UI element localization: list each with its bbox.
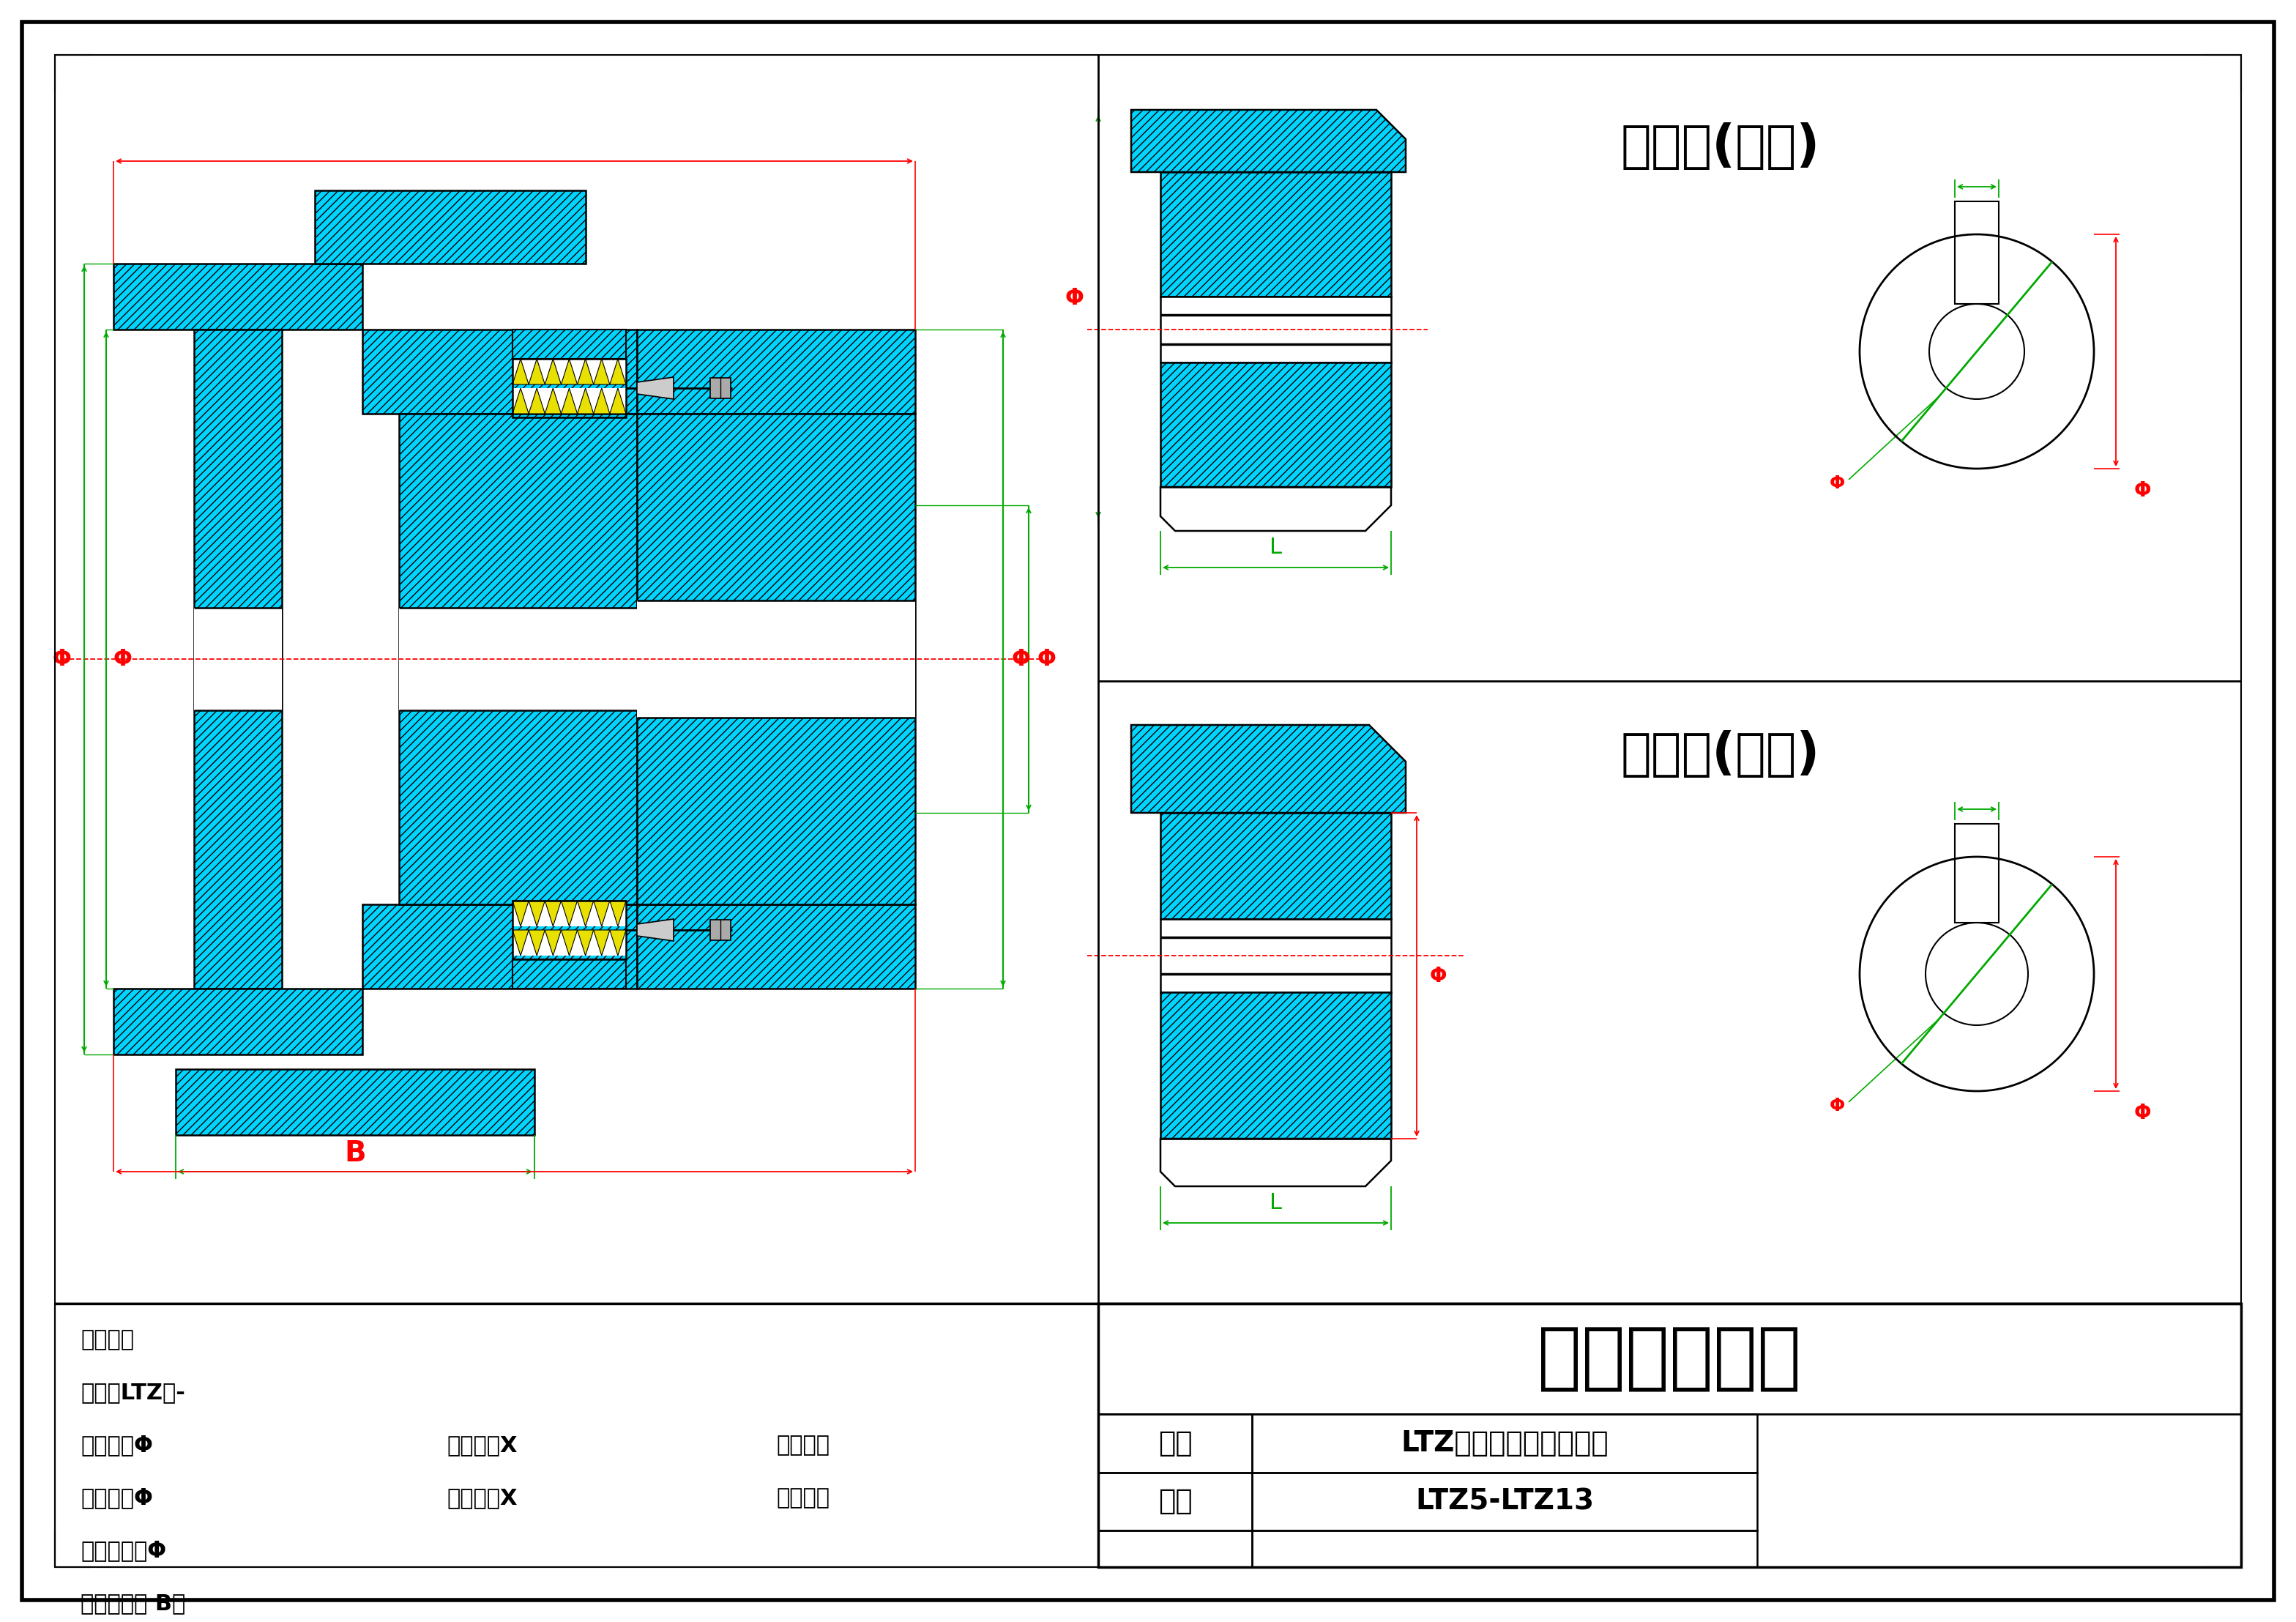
- Polygon shape: [636, 378, 673, 399]
- Polygon shape: [363, 905, 636, 988]
- Text: Φ: Φ: [2135, 480, 2151, 501]
- Polygon shape: [512, 900, 528, 926]
- Text: L: L: [1270, 1192, 1281, 1213]
- Polygon shape: [560, 388, 576, 414]
- Polygon shape: [636, 905, 916, 988]
- Polygon shape: [512, 358, 627, 384]
- Polygon shape: [512, 329, 627, 358]
- Polygon shape: [636, 920, 673, 941]
- Polygon shape: [512, 388, 627, 414]
- Polygon shape: [512, 388, 528, 414]
- Polygon shape: [1159, 297, 1391, 362]
- Text: Φ: Φ: [53, 649, 71, 670]
- Text: （孔长）: （孔长）: [776, 1434, 829, 1457]
- Polygon shape: [512, 959, 627, 988]
- Text: Φ: Φ: [1430, 965, 1446, 986]
- Polygon shape: [595, 388, 611, 414]
- Text: 从动端：Φ: 从动端：Φ: [80, 1487, 154, 1508]
- Text: Φ: Φ: [1038, 649, 1056, 670]
- Text: L: L: [1270, 537, 1281, 558]
- Text: （孔径）X: （孔径）X: [448, 1434, 517, 1457]
- Polygon shape: [636, 414, 916, 905]
- Polygon shape: [528, 929, 544, 955]
- Text: 泊头友谊机械: 泊头友谊机械: [1538, 1324, 1802, 1395]
- Polygon shape: [560, 358, 576, 384]
- Text: Φ: Φ: [1013, 649, 1031, 670]
- Text: 从动端(厚盘): 从动端(厚盘): [1621, 730, 1821, 779]
- Polygon shape: [544, 900, 560, 926]
- Polygon shape: [595, 929, 611, 955]
- Polygon shape: [177, 1069, 535, 1135]
- Text: 制动轮外径Φ: 制动轮外径Φ: [80, 1539, 165, 1562]
- Polygon shape: [113, 264, 363, 329]
- Polygon shape: [315, 190, 585, 264]
- Polygon shape: [113, 988, 363, 1054]
- Polygon shape: [195, 608, 282, 710]
- Text: 主动端：Φ: 主动端：Φ: [80, 1434, 154, 1457]
- Polygon shape: [709, 378, 730, 399]
- Polygon shape: [512, 358, 528, 384]
- Text: Φ: Φ: [2135, 1103, 2151, 1124]
- Text: 文字标注: 文字标注: [80, 1328, 133, 1351]
- Text: LTZ5-LTZ13: LTZ5-LTZ13: [1414, 1487, 1593, 1515]
- Polygon shape: [1132, 725, 1405, 813]
- Polygon shape: [363, 329, 636, 414]
- Polygon shape: [576, 358, 595, 384]
- Polygon shape: [512, 929, 528, 955]
- Polygon shape: [636, 600, 916, 717]
- Text: Φ: Φ: [1830, 1096, 1846, 1114]
- Polygon shape: [512, 929, 627, 955]
- Polygon shape: [560, 900, 576, 926]
- Polygon shape: [560, 929, 576, 955]
- Polygon shape: [400, 608, 636, 710]
- Polygon shape: [576, 900, 595, 926]
- Polygon shape: [1159, 993, 1391, 1139]
- Text: 名称: 名称: [1157, 1429, 1192, 1457]
- Text: Φ: Φ: [1830, 475, 1846, 491]
- Polygon shape: [528, 900, 544, 926]
- Polygon shape: [1159, 172, 1391, 297]
- Text: LTZ型弹性套柱销联轴器: LTZ型弹性套柱销联轴器: [1401, 1429, 1609, 1457]
- Polygon shape: [1132, 110, 1405, 172]
- Text: （孔长）: （孔长）: [776, 1487, 829, 1508]
- Polygon shape: [709, 920, 730, 941]
- Text: 主动端(薄盘): 主动端(薄盘): [1621, 122, 1821, 170]
- Text: 制动轮宽度 B＝: 制动轮宽度 B＝: [80, 1593, 186, 1614]
- Polygon shape: [1159, 813, 1391, 920]
- Polygon shape: [1159, 362, 1391, 487]
- Polygon shape: [636, 329, 916, 414]
- Text: 适用: 适用: [1157, 1487, 1192, 1515]
- Polygon shape: [611, 358, 627, 384]
- Polygon shape: [1159, 920, 1391, 993]
- Polygon shape: [400, 414, 636, 905]
- Polygon shape: [595, 358, 611, 384]
- Polygon shape: [576, 929, 595, 955]
- Text: （孔径）X: （孔径）X: [448, 1487, 517, 1508]
- Polygon shape: [611, 388, 627, 414]
- Polygon shape: [595, 900, 611, 926]
- Text: Φ: Φ: [113, 649, 133, 670]
- Polygon shape: [544, 929, 560, 955]
- Polygon shape: [195, 329, 282, 988]
- Polygon shape: [544, 358, 560, 384]
- Polygon shape: [544, 388, 560, 414]
- Polygon shape: [528, 358, 544, 384]
- Polygon shape: [611, 900, 627, 926]
- Text: Φ: Φ: [1065, 287, 1084, 310]
- Polygon shape: [576, 388, 595, 414]
- Text: 型号：LTZ型-: 型号：LTZ型-: [80, 1382, 186, 1403]
- Text: B: B: [344, 1139, 365, 1168]
- Polygon shape: [611, 929, 627, 955]
- Polygon shape: [528, 388, 544, 414]
- Polygon shape: [512, 900, 627, 926]
